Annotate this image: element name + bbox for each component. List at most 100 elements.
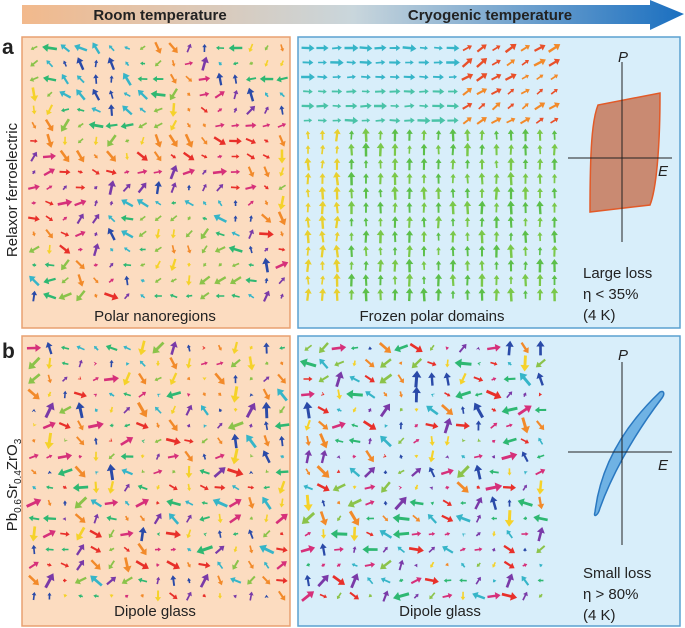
dipole-arrow — [31, 231, 36, 237]
dipole-arrow — [278, 135, 286, 147]
dipole-arrow — [333, 288, 341, 301]
dipole-arrow — [262, 257, 271, 273]
dipole-arrow — [216, 45, 225, 51]
dipole-arrow — [44, 402, 55, 419]
dipole-arrow — [169, 258, 177, 271]
dipole-arrow — [445, 455, 450, 459]
dipole-arrow — [263, 530, 271, 538]
dipole-arrow — [44, 262, 55, 268]
dipole-arrow — [74, 43, 88, 52]
dipole-arrow — [376, 142, 385, 157]
dipole-arrow — [73, 391, 87, 399]
dipole-arrow — [435, 187, 442, 200]
dipole-arrow — [92, 88, 101, 101]
dipole-arrow — [455, 390, 472, 400]
dipole-arrow — [536, 340, 545, 356]
dipole-arrow — [76, 107, 85, 112]
dipole-arrow — [435, 173, 442, 184]
dipole-arrow — [429, 436, 435, 446]
dipole-arrow — [76, 526, 86, 541]
dipole-arrow — [461, 562, 466, 568]
hysteresis-loop — [593, 390, 665, 517]
dipole-arrow — [491, 408, 497, 412]
dipole-arrow — [280, 293, 284, 299]
dipole-arrow — [378, 188, 383, 198]
dipole-arrow — [140, 594, 144, 598]
dipole-arrow — [393, 592, 410, 601]
dipole-arrow — [403, 73, 416, 81]
dipole-arrow — [461, 58, 473, 68]
dipole-arrow — [476, 562, 481, 567]
dipole-arrow — [42, 421, 56, 430]
dipole-arrow — [445, 346, 449, 351]
dipole-arrow — [301, 511, 316, 524]
dipole-arrow — [364, 467, 376, 478]
dipole-arrow — [125, 152, 129, 160]
dipole-arrow — [106, 515, 117, 522]
dipole-arrow — [551, 202, 558, 213]
dipole-arrow — [304, 419, 311, 431]
dipole-arrow — [399, 391, 403, 398]
dipole-arrow — [154, 41, 162, 54]
dipole-arrow — [46, 104, 54, 116]
dipole-arrow — [406, 187, 413, 199]
dipole-arrow — [411, 467, 422, 477]
panel-box — [297, 335, 681, 627]
dipole-arrow — [375, 117, 386, 124]
dipole-arrow — [421, 231, 428, 242]
dipole-arrow — [280, 60, 284, 67]
dipole-arrow — [231, 341, 239, 354]
axis-label: E — [658, 457, 669, 474]
dipole-arrow — [474, 464, 483, 480]
dipole-arrow — [435, 202, 442, 213]
dipole-arrow — [391, 231, 398, 243]
dipole-arrow — [379, 529, 393, 539]
dipole-arrow — [521, 74, 529, 80]
formula-part: Sr — [4, 484, 21, 499]
dipole-arrow — [550, 259, 559, 272]
dipole-arrow — [445, 562, 449, 567]
dipole-arrow — [301, 390, 315, 399]
dipole-arrow — [455, 421, 470, 430]
dipole-arrow — [476, 73, 488, 82]
dipole-arrow — [57, 468, 73, 477]
dipole-arrow — [379, 403, 390, 418]
dipole-arrow — [77, 170, 83, 174]
dipole-arrow — [93, 74, 99, 84]
dipole-arrow — [464, 173, 471, 184]
dipole-arrow — [403, 88, 416, 95]
dipole-arrow — [122, 372, 131, 386]
dipole-arrow — [275, 468, 289, 476]
dipole-arrow — [346, 88, 357, 95]
dipole-arrow — [29, 275, 40, 287]
dipole-arrow — [534, 102, 546, 111]
dipole-arrow — [47, 391, 52, 398]
dipole-arrow — [389, 117, 401, 124]
dipole-arrow — [46, 485, 54, 490]
dipole-arrow — [263, 376, 270, 383]
dipole-arrow — [485, 389, 502, 400]
dipole-arrow — [200, 106, 208, 113]
dipole-arrow — [421, 202, 427, 213]
dipole-arrow — [448, 88, 458, 95]
dipole-arrow — [406, 202, 413, 213]
dipole-arrow — [120, 122, 134, 130]
dipole-arrow — [185, 75, 193, 82]
dipole-arrow — [431, 393, 435, 398]
dipole-arrow — [352, 546, 357, 553]
dipole-arrow — [264, 514, 269, 523]
dipole-arrow — [263, 185, 269, 190]
dipole-arrow — [492, 186, 501, 200]
dipole-arrow — [45, 215, 53, 221]
dipole-arrow — [150, 90, 166, 99]
dipole-arrow — [336, 408, 342, 412]
dipole-arrow — [352, 407, 357, 413]
dipole-arrow — [124, 247, 131, 253]
dipole-arrow — [94, 408, 99, 412]
dipole-arrow — [249, 470, 254, 474]
dipole-arrow — [93, 154, 98, 159]
dipole-arrow — [61, 361, 69, 366]
dipole-arrow — [138, 372, 147, 385]
dipole-arrow — [135, 560, 149, 570]
dipole-arrow — [487, 592, 501, 600]
